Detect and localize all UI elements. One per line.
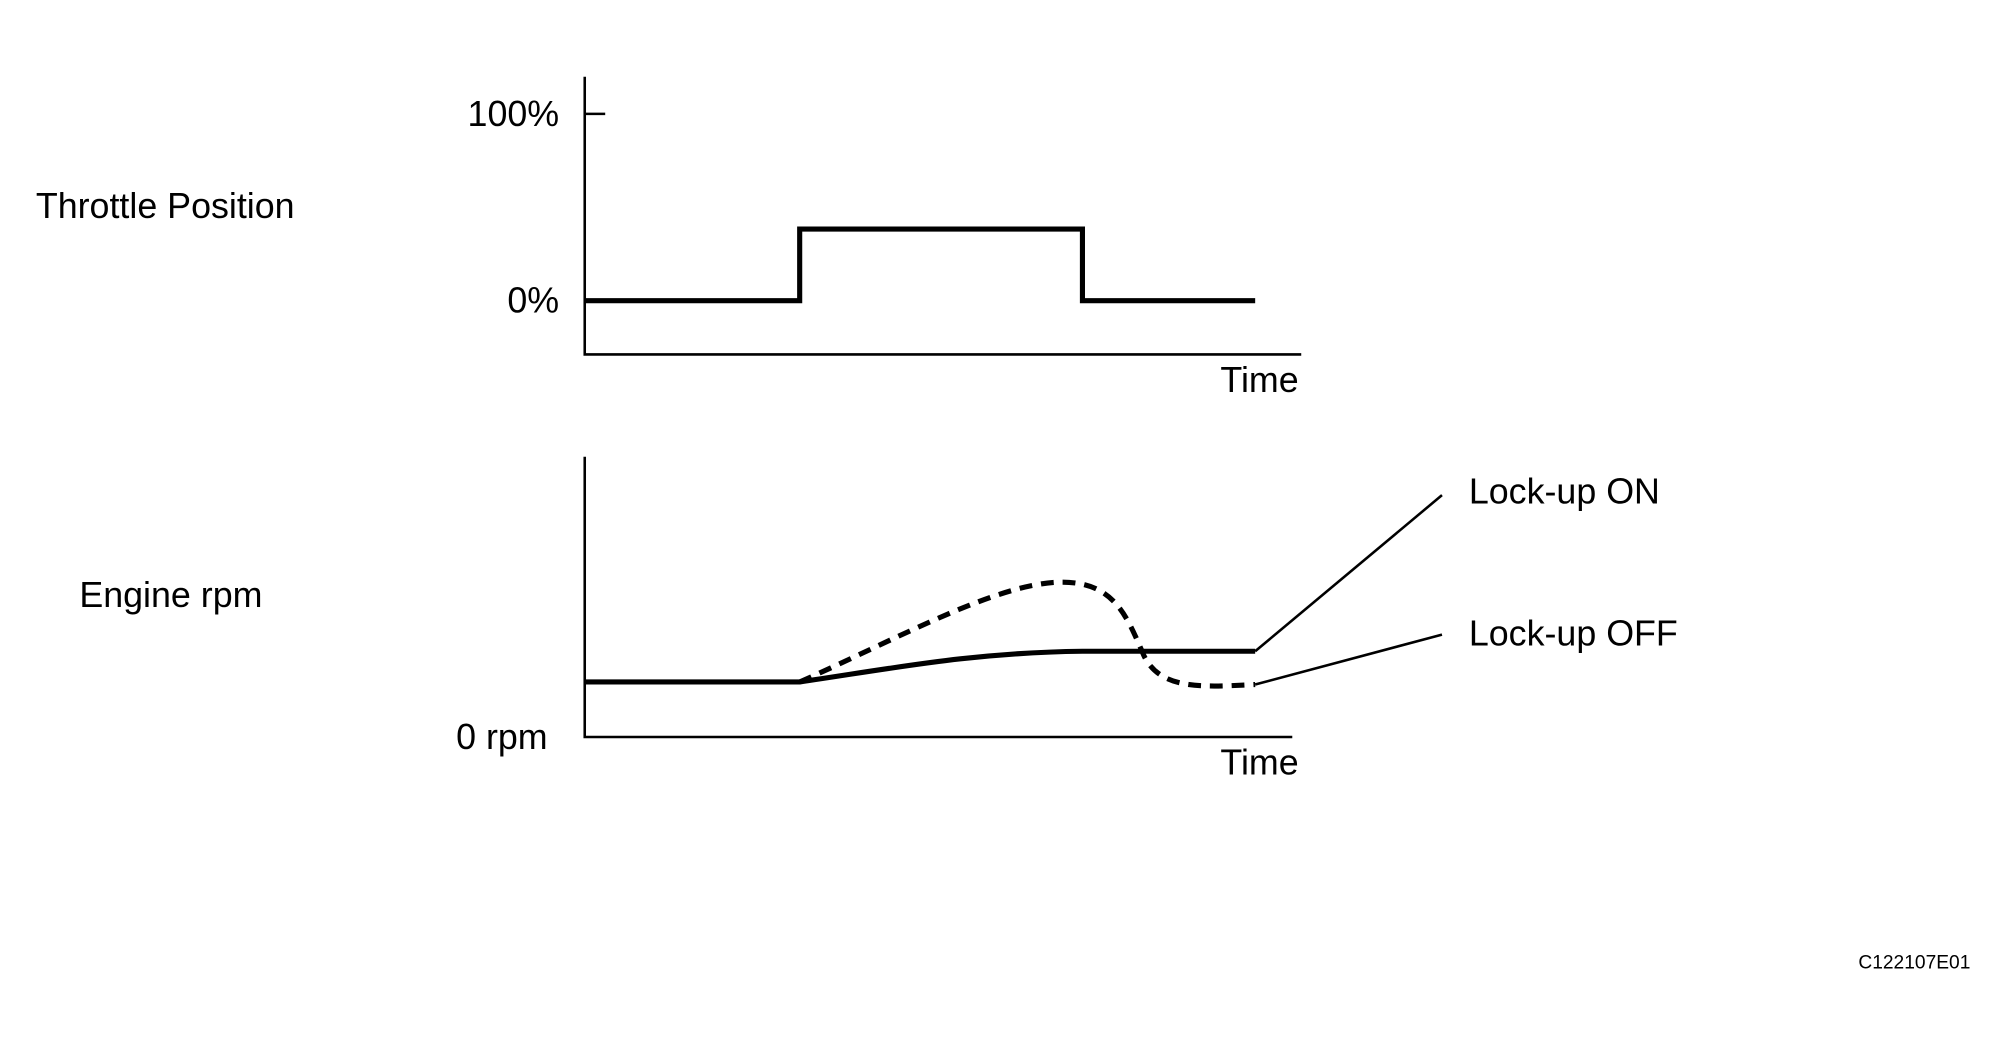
y-label: Engine rpm <box>79 575 262 615</box>
figure-id: C122107E01 <box>1858 953 1970 974</box>
tick-label: 100% <box>468 94 560 134</box>
throttle-axes <box>583 76 1302 356</box>
tick-label: 0% <box>507 281 559 321</box>
tick-label: 0 rpm <box>456 717 548 757</box>
lockup-off-line <box>798 579 1256 689</box>
callout-line <box>1254 633 1443 686</box>
y-label: Throttle Position <box>36 186 295 226</box>
callout: Lock-up ON <box>1469 471 1660 511</box>
lockup-on-line <box>584 648 1256 685</box>
rpm-axes <box>583 456 1293 739</box>
x-label: Time <box>1220 360 1298 400</box>
x-label: Time <box>1220 743 1298 783</box>
callout-line <box>1254 494 1443 653</box>
callout: Lock-up OFF <box>1469 613 1678 653</box>
throttle-line <box>584 226 1256 304</box>
